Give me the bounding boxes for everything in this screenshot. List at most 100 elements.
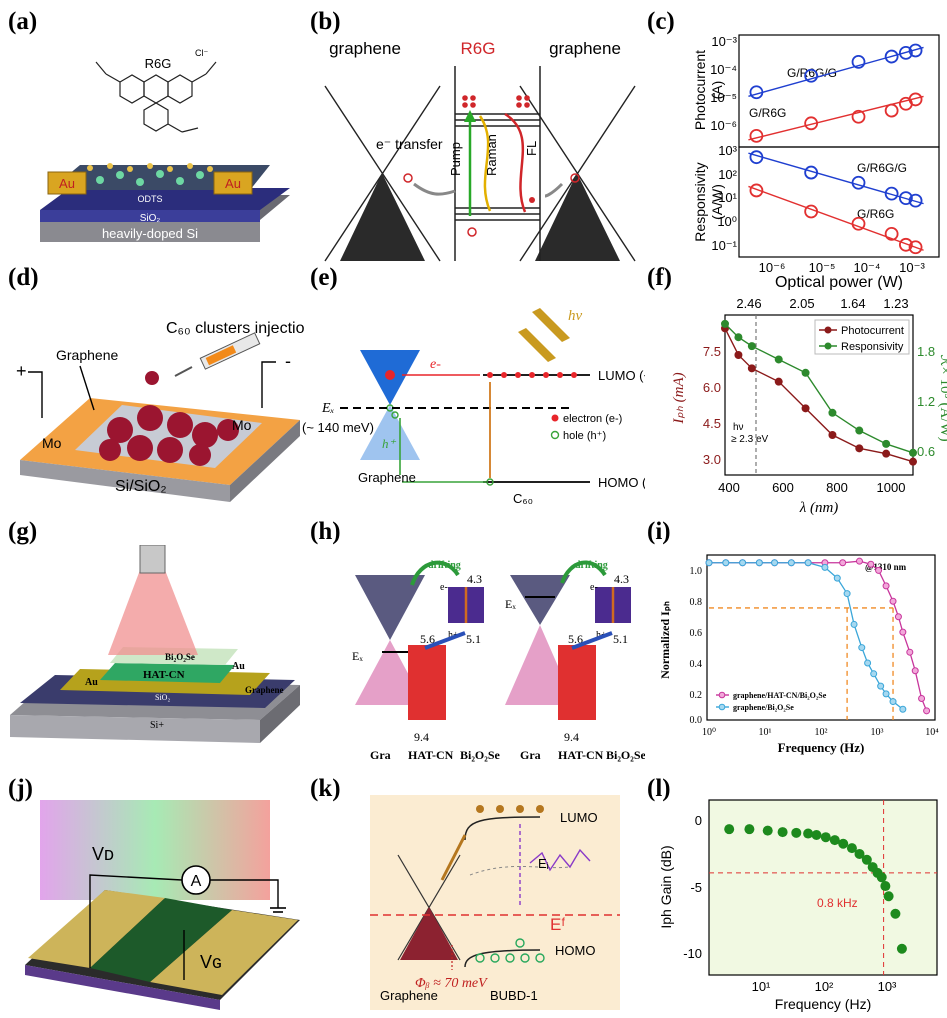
- k-cone-filled: [400, 907, 458, 960]
- h-label-hatcn-left: HAT-CN: [408, 748, 454, 762]
- si-front: [10, 715, 260, 743]
- l-x-tick-2: 10³: [878, 979, 897, 994]
- f-point-0-4: [801, 404, 810, 413]
- f-top-tick-1: 2.05: [789, 296, 814, 311]
- au-label-left: Au: [59, 176, 75, 191]
- i-point-1-2: [739, 559, 747, 567]
- i-point-0-8: [839, 559, 847, 567]
- laser-beam: [108, 570, 198, 655]
- f-right-tick-0: 1.8: [917, 344, 935, 359]
- pump-label: Pump: [448, 142, 463, 176]
- panel-k-diagram: Eᶠ LUMO Eᵢ HOMO Φᵦ ≈ 70 meV Graphene BUB…: [370, 795, 620, 1010]
- l-x-tick-0: 10¹: [752, 979, 771, 994]
- i-x-tick-1: 10¹: [759, 727, 772, 738]
- electron-r6g-icon: [529, 197, 535, 203]
- lumo-label: LUMO (~ 4.3 eV): [598, 368, 645, 383]
- graphene-label: Graphene: [245, 685, 284, 695]
- l-annotation: 0.8 kHz: [817, 896, 858, 910]
- cone-left-line-2: [324, 85, 441, 262]
- h-hole-arrow-right: [571, 631, 613, 650]
- l-point-6: [811, 830, 822, 840]
- graphene-right-label: graphene: [549, 39, 621, 58]
- panel-j-device: A Vᴅ Vɢ: [0, 800, 305, 1010]
- panel-label-d: (d): [8, 264, 39, 291]
- c-bottom-point-1-1: [804, 204, 819, 219]
- i-y-tick-3: 0.4: [690, 659, 703, 670]
- graphene-cone-bottom: [360, 405, 420, 460]
- c-bottom-point-0-3: [884, 186, 899, 201]
- i-point-0-10: [867, 560, 875, 568]
- i-xlabel: Frequency (Hz): [778, 740, 865, 755]
- i-point-0-17: [911, 667, 919, 675]
- c-top-point-0-0: [749, 85, 764, 100]
- i-y-tick-1: 0.8: [690, 597, 703, 608]
- c-top-point-0-1: [804, 68, 819, 83]
- f-xlabel: λ (nm): [799, 500, 839, 516]
- panel-label-e: (e): [310, 264, 338, 291]
- i-point-1-16: [889, 698, 897, 706]
- f-legend-2: Responsivity: [841, 341, 904, 353]
- wire-source: [210, 879, 279, 908]
- electrode-left: [28, 890, 165, 968]
- c-top-point-1-3: [884, 103, 899, 118]
- h-drifting-arrow-right: [560, 560, 607, 584]
- f-x-tick-0: 400: [718, 480, 740, 495]
- h-val-51-right: 5.1: [613, 632, 628, 646]
- substrate-label: Si/SiO₂: [115, 478, 167, 495]
- c-top-point-0-3: [884, 49, 899, 64]
- sio2-layer-front: [40, 210, 260, 222]
- c-bottom-point-1-0: [749, 183, 764, 198]
- f-legend-marker-2: [824, 342, 832, 350]
- l-point-1: [744, 824, 755, 835]
- c-xlabel: Optical power (W): [775, 274, 903, 290]
- si-label: Si+: [150, 720, 164, 731]
- k-graphene-caption: Graphene: [380, 988, 438, 1003]
- i-point-0-19: [923, 707, 931, 715]
- i-point-1-0: [705, 559, 713, 567]
- l-point-10: [846, 843, 857, 854]
- c-bottom-point-0-5: [908, 193, 923, 208]
- panel-label-f: (f): [647, 264, 672, 291]
- c-top-point-1-2: [851, 109, 866, 124]
- i-point-1-17: [899, 705, 907, 713]
- l-y-tick-2: -10: [683, 946, 702, 961]
- l-y-tick-0: 0: [695, 813, 702, 828]
- i-y-tick-5: 0.0: [690, 715, 703, 726]
- k-trap-curve: [469, 865, 571, 876]
- h-val-94-right: 9.4: [564, 730, 579, 744]
- i-legend-2: graphene/Bi₂O₂Se: [733, 703, 794, 712]
- l-point-19: [896, 943, 907, 954]
- i-point-0-16: [906, 648, 914, 656]
- raman-arrow: [478, 115, 492, 212]
- l-point-18: [890, 908, 901, 919]
- f-point-1-1: [734, 333, 743, 342]
- c-x-tick-1: 10⁻⁵: [809, 260, 836, 275]
- c-top-tick-1: 10⁻⁴: [710, 62, 737, 77]
- h-val-43-right: 4.3: [614, 572, 629, 586]
- hatcn-label: HAT-CN: [143, 669, 185, 681]
- k-emission-wave: [529, 848, 591, 872]
- l-point-15: [876, 872, 887, 883]
- c-bottom-point-1-4: [898, 237, 913, 252]
- f-annotation-2: ≥ 2.3 eV: [731, 434, 769, 445]
- c-bottom-ylabel-1: Responsivity: [692, 162, 708, 241]
- f-top-tick-3: 1.23: [883, 296, 908, 311]
- f-point-1-4: [801, 368, 810, 377]
- i-point-1-6: [804, 559, 812, 567]
- sio2-label: SiO₂: [140, 213, 161, 224]
- c-bottom-point-0-0: [749, 150, 764, 165]
- k-transfer-arrow: [440, 834, 467, 881]
- i-point-1-15: [882, 690, 890, 698]
- wire-right: [261, 361, 276, 408]
- legend-hole-dot: [550, 430, 560, 440]
- r6g-molecule-icon: [95, 61, 217, 133]
- hv-label: hν: [568, 308, 583, 324]
- f-annotation-1: hν: [733, 422, 744, 433]
- i-point-0-12: [882, 582, 890, 590]
- h-val-94-left: 9.4: [414, 730, 429, 744]
- c-top-point-1-0: [749, 128, 764, 143]
- c-bottom-series-label-1: G/R6G/G: [857, 161, 907, 175]
- panel-i-chart: @1310 nm 1.0 0.8 0.6 0.4 0.2 0.0 10⁰ 10¹…: [647, 545, 947, 765]
- h-label-hatcn-right: HAT-CN: [558, 748, 604, 762]
- sio2-label: SiO₂: [155, 693, 170, 702]
